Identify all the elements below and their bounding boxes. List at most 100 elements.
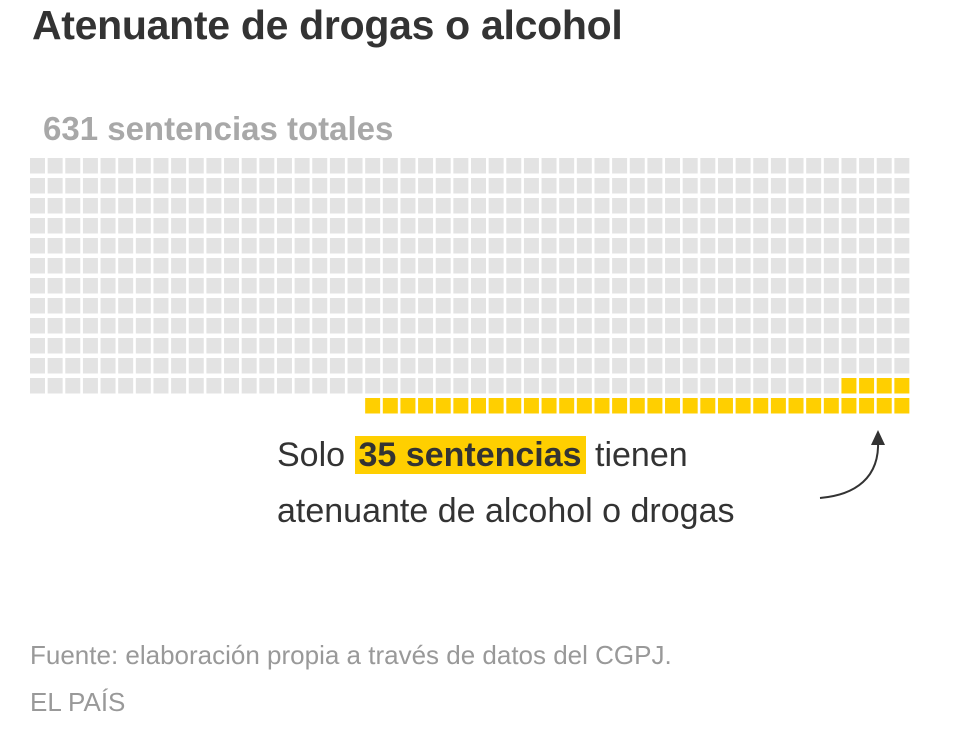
waffle-cell: [541, 158, 557, 174]
waffle-cell-highlighted: [559, 398, 575, 414]
waffle-cell: [418, 338, 434, 354]
waffle-cell: [647, 238, 663, 254]
waffle-cell: [259, 338, 275, 354]
waffle-cell: [753, 358, 769, 374]
waffle-cell: [382, 158, 398, 174]
waffle-cell: [665, 358, 681, 374]
waffle-cell: [894, 258, 910, 274]
waffle-cell: [329, 338, 345, 354]
waffle-cell-highlighted: [453, 398, 469, 414]
waffle-cell: [259, 218, 275, 234]
waffle-cell: [541, 238, 557, 254]
waffle-cell: [717, 198, 733, 214]
waffle-cell: [788, 278, 804, 294]
waffle-cell: [65, 238, 81, 254]
waffle-cell: [594, 338, 610, 354]
waffle-cell: [65, 298, 81, 314]
waffle-cell: [82, 358, 98, 374]
waffle-cell: [682, 178, 698, 194]
waffle-cell: [647, 218, 663, 234]
waffle-cell: [894, 158, 910, 174]
waffle-cell: [541, 198, 557, 214]
waffle-cell: [347, 338, 363, 354]
waffle-cell: [206, 358, 222, 374]
waffle-cell: [788, 298, 804, 314]
waffle-cell: [717, 358, 733, 374]
waffle-cell-highlighted: [488, 398, 504, 414]
waffle-cell: [523, 358, 539, 374]
waffle-cell: [100, 218, 116, 234]
waffle-cell: [594, 358, 610, 374]
waffle-cell-highlighted: [770, 398, 786, 414]
waffle-cell: [823, 318, 839, 334]
waffle-cell: [823, 178, 839, 194]
waffle-cell: [276, 358, 292, 374]
waffle-cell: [276, 198, 292, 214]
waffle-cell: [329, 278, 345, 294]
waffle-cell: [400, 238, 416, 254]
waffle-cell: [365, 178, 381, 194]
waffle-cell-highlighted: [717, 398, 733, 414]
waffle-cell: [770, 198, 786, 214]
waffle-cell: [365, 298, 381, 314]
waffle-cell: [171, 158, 187, 174]
waffle-cell: [118, 378, 134, 394]
waffle-cell: [665, 158, 681, 174]
waffle-cell: [259, 358, 275, 374]
waffle-cell: [294, 158, 310, 174]
waffle-cell: [206, 178, 222, 194]
waffle-cell: [788, 218, 804, 234]
waffle-cell: [506, 158, 522, 174]
waffle-cell: [365, 338, 381, 354]
waffle-cell: [188, 358, 204, 374]
waffle-cell: [100, 278, 116, 294]
waffle-cell: [294, 378, 310, 394]
waffle-cell: [788, 258, 804, 274]
waffle-cell: [488, 238, 504, 254]
waffle-cell: [171, 258, 187, 274]
waffle-cell: [312, 298, 328, 314]
waffle-cell: [541, 178, 557, 194]
waffle-cell: [188, 238, 204, 254]
waffle-cell: [770, 278, 786, 294]
waffle-cell: [100, 258, 116, 274]
waffle-cell: [576, 318, 592, 334]
waffle-cell: [100, 198, 116, 214]
waffle-cell: [488, 378, 504, 394]
waffle-cell: [682, 218, 698, 234]
waffle-cell: [30, 238, 45, 254]
waffle-cell: [559, 178, 575, 194]
waffle-cell: [259, 198, 275, 214]
waffle-cell: [471, 258, 486, 274]
waffle-cell: [347, 198, 363, 214]
waffle-cell: [770, 158, 786, 174]
waffle-cell: [576, 378, 592, 394]
waffle-cell: [135, 318, 151, 334]
waffle-cell: [82, 378, 98, 394]
waffle-cell: [135, 338, 151, 354]
waffle-cell: [118, 358, 134, 374]
waffle-cell: [365, 238, 381, 254]
waffle-cell: [241, 178, 257, 194]
waffle-cell: [118, 278, 134, 294]
waffle-cell: [665, 378, 681, 394]
waffle-cell-highlighted: [506, 398, 522, 414]
waffle-cell: [347, 318, 363, 334]
waffle-cell: [876, 258, 892, 274]
waffle-cell: [453, 338, 469, 354]
waffle-cell: [559, 338, 575, 354]
waffle-cell: [206, 218, 222, 234]
waffle-cell: [612, 278, 628, 294]
waffle-cell: [788, 178, 804, 194]
waffle-cell: [506, 238, 522, 254]
waffle-cell: [418, 378, 434, 394]
waffle-cell: [629, 158, 645, 174]
waffle-cell: [153, 318, 169, 334]
waffle-cell: [100, 378, 116, 394]
waffle-cell: [753, 158, 769, 174]
waffle-cell-highlighted: [665, 398, 681, 414]
waffle-cell: [594, 158, 610, 174]
waffle-cell: [241, 218, 257, 234]
waffle-cell: [82, 218, 98, 234]
